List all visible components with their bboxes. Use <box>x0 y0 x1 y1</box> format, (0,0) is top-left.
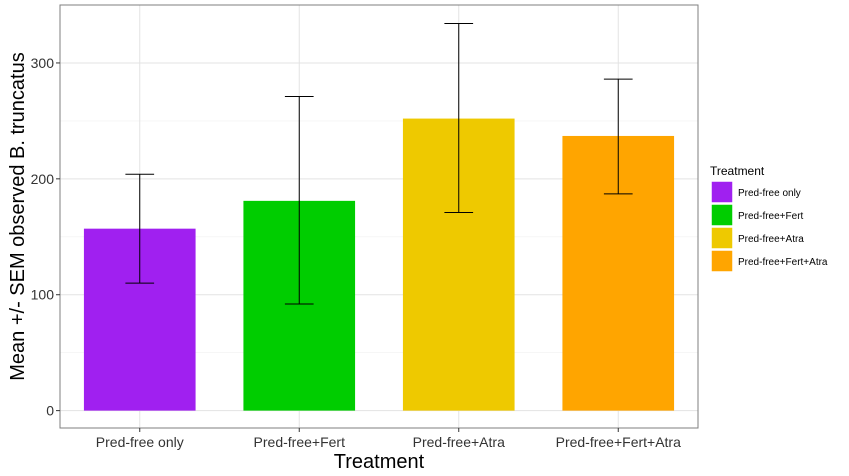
x-tick-label: Pred-free+Fert+Atra <box>556 434 681 450</box>
legend-swatch <box>710 226 734 250</box>
error-bar <box>444 23 474 213</box>
legend-label: Pred-free+Fert+Atra <box>738 257 828 268</box>
x-tick-label: Pred-free+Fert <box>254 434 346 450</box>
y-tick-label: 0 <box>46 403 54 419</box>
bars <box>83 118 675 411</box>
legend-title: Treatment <box>710 164 765 178</box>
error-bars <box>125 23 633 305</box>
error-bar <box>284 96 314 305</box>
y-tick-label: 200 <box>31 171 55 187</box>
legend-swatch <box>710 203 734 227</box>
legend-item: Pred-free only <box>710 180 801 204</box>
y-axis-ticks: 0 100 200 300 <box>31 55 60 419</box>
y-tick-label: 300 <box>31 55 55 71</box>
x-tick-label: Pred-free+Atra <box>413 434 505 450</box>
legend-swatch <box>710 249 734 273</box>
legend: Treatment Pred-free only Pred-free+Fert Pr… <box>710 164 828 273</box>
x-axis-ticks: Pred-free only Pred-free+Fert Pred-free+At… <box>96 428 681 450</box>
y-axis-title: Mean +/- SEM observed B. truncatus <box>7 52 29 381</box>
legend-item: Pred-free+Fert <box>710 203 804 227</box>
legend-label: Pred-free+Atra <box>738 234 804 245</box>
x-tick-label: Pred-free only <box>96 434 184 450</box>
legend-item: Pred-free+Atra <box>710 226 804 250</box>
x-axis-title: Treatment <box>334 451 425 473</box>
plot-panel-border <box>59 4 699 429</box>
legend-label: Pred-free only <box>738 188 801 199</box>
legend-item: Pred-free+Fert+Atra <box>710 249 828 273</box>
error-bar <box>603 78 633 195</box>
legend-label: Pred-free+Fert <box>738 211 804 222</box>
legend-swatch <box>710 180 734 204</box>
error-bar <box>125 173 155 284</box>
y-tick-label: 100 <box>31 287 55 303</box>
